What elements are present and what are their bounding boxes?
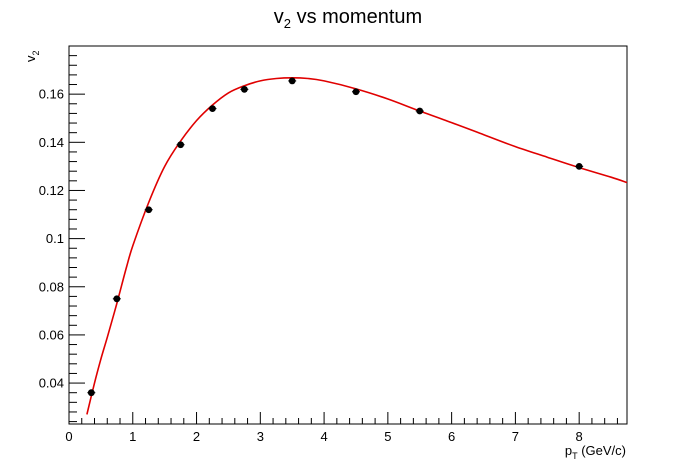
data-point [240, 85, 248, 93]
x-tick-label: 6 [448, 429, 455, 444]
data-point [87, 389, 95, 397]
y-tick-label: 0.12 [39, 183, 64, 198]
data-point [352, 88, 360, 96]
y-tick-label: 0.08 [39, 279, 64, 294]
data-point [113, 295, 121, 303]
x-tick-label: 7 [512, 429, 519, 444]
y-tick-label: 0.16 [39, 87, 64, 102]
x-tick-label: 8 [576, 429, 583, 444]
data-point [288, 77, 296, 85]
x-tick-label: 0 [65, 429, 72, 444]
data-point [209, 105, 216, 112]
fit-curve [86, 76, 628, 415]
data-point [575, 162, 583, 170]
y-tick-label: 0.14 [39, 135, 64, 150]
data-point [145, 206, 153, 214]
y-tick-label: 0.04 [39, 376, 64, 391]
data-point [416, 107, 424, 115]
data-point [177, 141, 185, 149]
x-tick-label: 5 [384, 429, 391, 444]
plot-frame [68, 45, 628, 425]
x-tick-label: 3 [257, 429, 264, 444]
x-tick-label: 1 [129, 429, 136, 444]
y-axis-label: v2 [23, 50, 41, 62]
x-tick-label: 4 [320, 429, 327, 444]
x-axis-label: pT (GeV/c) [565, 443, 626, 461]
y-tick-label: 0.06 [39, 327, 64, 342]
chart-title: v2 vs momentum [274, 6, 422, 31]
y-tick-label: 0.1 [46, 231, 64, 246]
x-tick-label: 2 [193, 429, 200, 444]
